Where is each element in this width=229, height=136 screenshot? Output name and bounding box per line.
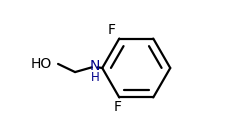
- Text: F: F: [114, 100, 122, 114]
- Text: HO: HO: [31, 57, 52, 71]
- Text: N: N: [90, 59, 100, 73]
- Text: F: F: [108, 23, 116, 37]
- Text: H: H: [90, 71, 99, 84]
